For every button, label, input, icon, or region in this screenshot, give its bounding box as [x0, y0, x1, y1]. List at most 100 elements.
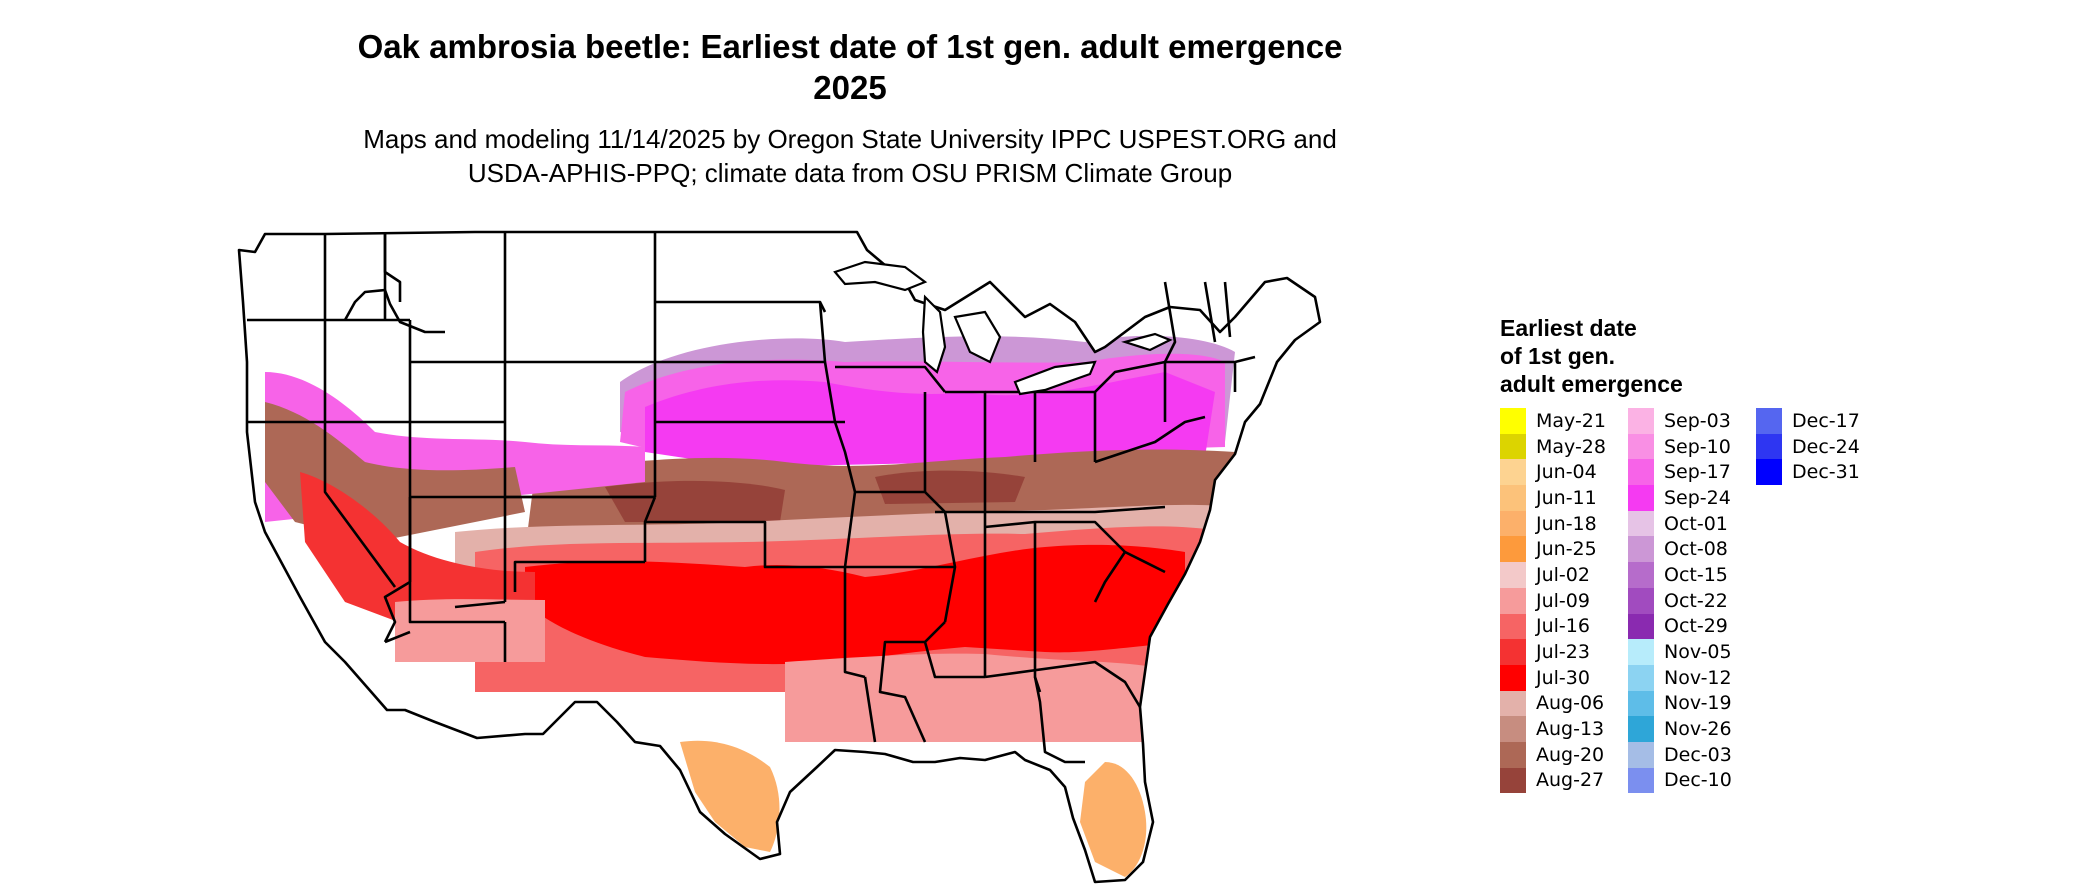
legend-item: Dec-24 [1756, 433, 1860, 460]
legend-item: Jul-23 [1500, 639, 1606, 665]
legend-label: Dec-03 [1664, 743, 1732, 766]
legend-swatch [1756, 408, 1782, 434]
legend-swatch [1628, 408, 1654, 434]
legend-item: Sep-10 [1628, 433, 1732, 460]
legend-label: Nov-19 [1664, 692, 1732, 715]
legend-swatch [1628, 664, 1654, 691]
legend-swatch [1628, 741, 1654, 768]
legend-swatch [1500, 562, 1526, 588]
legend-swatch [1500, 536, 1526, 563]
legend-label: Oct-08 [1664, 538, 1728, 561]
zone-jul-30-red [525, 544, 1185, 665]
chart-subtitle: Maps and modeling 11/14/2025 by Oregon S… [300, 122, 1400, 190]
legend-swatch [1628, 767, 1654, 794]
legend-item: Dec-10 [1628, 767, 1732, 794]
legend-item: Jul-30 [1500, 664, 1606, 691]
legend-swatch [1500, 664, 1526, 691]
subtitle-line-2: USDA-APHIS-PPQ; climate data from OSU PR… [467, 158, 1233, 188]
legend-column-3: Dec-17 Dec-24 Dec-31 [1756, 408, 1860, 486]
legend-item: Dec-31 [1756, 459, 1860, 486]
legend-title-line-2: of 1st gen. [1500, 343, 1616, 369]
legend-item: Jun-18 [1500, 510, 1606, 537]
legend-column-1: May-21 May-28 Jun-04 Jun-11 Jun-18 Jun-25 Jul-… [1500, 408, 1606, 794]
state-boundaries [237, 230, 1322, 884]
legend-title: Earliest date of 1st gen. adult emergenc… [1500, 314, 1683, 398]
legend-label: Jun-04 [1536, 461, 1597, 484]
legend-label: Nov-26 [1664, 718, 1732, 741]
legend-column-2: Sep-03 Sep-10 Sep-17 Sep-24 Oct-01 Oct-08 Oct-… [1628, 408, 1732, 794]
legend-item: Sep-03 [1628, 408, 1732, 434]
legend-swatch [1500, 433, 1526, 460]
zone-aug-27-brown-2 [875, 470, 1025, 504]
legend-swatch [1500, 741, 1526, 768]
legend-label: Nov-12 [1664, 666, 1732, 689]
legend-swatch [1500, 408, 1526, 434]
legend-swatch [1628, 459, 1654, 486]
legend-item: Aug-13 [1500, 716, 1606, 742]
legend-item: Oct-01 [1628, 510, 1732, 537]
legend-label: Oct-01 [1664, 512, 1728, 535]
legend-item: Sep-17 [1628, 459, 1732, 486]
zone-jun-texas [680, 740, 780, 852]
subtitle-line-1: Maps and modeling 11/14/2025 by Oregon S… [363, 124, 1337, 154]
legend-item: Jul-09 [1500, 587, 1606, 614]
zone-aug-27-brown [605, 480, 785, 522]
legend-label: May-21 [1536, 409, 1606, 432]
legend-label: Jul-23 [1536, 641, 1590, 664]
legend-swatch [1756, 433, 1782, 460]
legend-label: May-28 [1536, 435, 1606, 458]
zone-sep-24-magenta [645, 372, 1215, 467]
legend-label: Sep-03 [1664, 409, 1731, 432]
legend-item: Oct-29 [1628, 613, 1732, 640]
legend-item: Nov-12 [1628, 664, 1732, 691]
legend-label: Jul-02 [1536, 563, 1590, 586]
legend-item: Dec-03 [1628, 741, 1732, 768]
title-line-2: 2025 [813, 69, 887, 106]
legend-label: Jul-30 [1536, 666, 1590, 689]
legend-swatch [1500, 459, 1526, 486]
legend-label: Sep-17 [1664, 461, 1731, 484]
chart-title: Oak ambrosia beetle: Earliest date of 1s… [300, 26, 1400, 108]
legend-label: Jun-11 [1536, 486, 1597, 509]
legend-label: Oct-22 [1664, 589, 1728, 612]
legend-item: Aug-20 [1500, 741, 1606, 768]
legend-item: Aug-06 [1500, 690, 1606, 717]
legend-item: May-21 [1500, 408, 1606, 434]
legend-label: Sep-10 [1664, 435, 1731, 458]
us-emergence-map [237, 230, 1322, 884]
legend-label: Jul-09 [1536, 589, 1590, 612]
legend-label: Aug-20 [1536, 743, 1605, 766]
legend-item: Jul-02 [1500, 562, 1606, 588]
legend-item: Nov-05 [1628, 639, 1732, 665]
legend-item: Nov-26 [1628, 716, 1732, 742]
legend-label: Jul-16 [1536, 615, 1590, 638]
legend-label: Aug-27 [1536, 769, 1605, 792]
legend-swatch [1500, 485, 1526, 511]
legend-label: Dec-31 [1792, 461, 1860, 484]
legend-item: Aug-27 [1500, 767, 1606, 794]
legend-swatch [1500, 639, 1526, 665]
legend-label: Dec-10 [1664, 769, 1732, 792]
zone-west-lightred [395, 599, 545, 662]
zone-west-red [300, 472, 535, 632]
legend-item: Jul-16 [1500, 613, 1606, 640]
legend-item: Jun-11 [1500, 485, 1606, 511]
great-lakes [833, 260, 1173, 396]
legend-label: Dec-24 [1792, 435, 1860, 458]
legend-label: Jun-18 [1536, 512, 1597, 535]
legend-swatch [1628, 716, 1654, 742]
legend-label: Aug-06 [1536, 692, 1605, 715]
legend-swatch [1628, 613, 1654, 640]
legend-swatch [1500, 716, 1526, 742]
legend-item: Oct-22 [1628, 587, 1732, 614]
legend-label: Nov-05 [1664, 641, 1732, 664]
legend-swatch [1628, 562, 1654, 588]
legend-label: Aug-13 [1536, 718, 1605, 741]
zone-jun-florida [1080, 762, 1147, 877]
legend-label: Jun-25 [1536, 538, 1597, 561]
legend-label: Oct-15 [1664, 563, 1728, 586]
legend-item: Nov-19 [1628, 690, 1732, 717]
legend-item: Jun-25 [1500, 536, 1606, 563]
legend-swatch [1628, 587, 1654, 614]
legend-item: Oct-15 [1628, 562, 1732, 588]
